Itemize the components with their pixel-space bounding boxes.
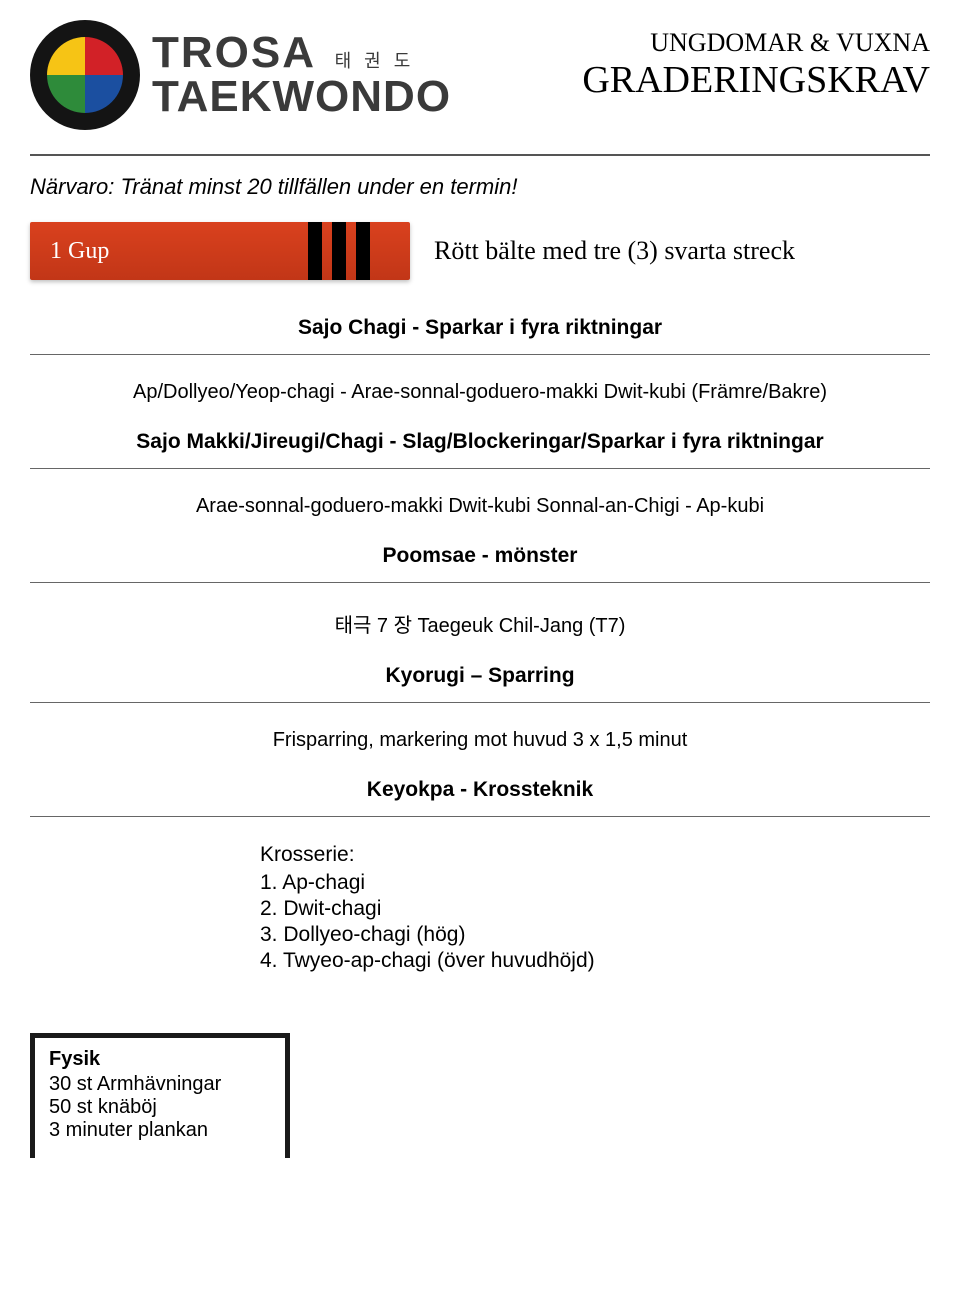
fysik-title: Fysik: [49, 1048, 271, 1071]
logo-circle-icon: [30, 20, 140, 130]
belt-description: Rött bälte med tre (3) svarta streck: [434, 236, 795, 266]
belt-row: 1 Gup Rött bälte med tre (3) svarta stre…: [30, 222, 930, 280]
logo-block: TROSA 태 권 도 TAEKWONDO: [30, 20, 451, 130]
divider: [30, 816, 930, 817]
sajo-chagi-body: Ap/Dollyeo/Yeop-chagi - Arae-sonnal-godu…: [30, 381, 930, 404]
krosserie-item: 4. Twyeo-ap-chagi (över huvudhöjd): [260, 949, 930, 973]
divider: [30, 582, 930, 583]
fysik-line: 50 st knäböj: [49, 1096, 271, 1119]
logo-line2: TAEKWONDO: [152, 75, 451, 119]
header: TROSA 태 권 도 TAEKWONDO UNGDOMAR & VUXNA G…: [30, 20, 930, 130]
keyokpa-title: Keyokpa - Krossteknik: [30, 778, 930, 802]
header-title: GRADERINGSKRAV: [582, 58, 930, 102]
belt-stripe: [332, 222, 346, 280]
fysik-line: 3 minuter plankan: [49, 1119, 271, 1142]
krosserie-label: Krosserie:: [260, 843, 930, 867]
krosserie-item: 3. Dollyeo-chagi (hög): [260, 923, 930, 947]
kyorugi-body: Frisparring, markering mot huvud 3 x 1,5…: [30, 729, 930, 752]
logo-korean: 태 권 도: [335, 51, 415, 71]
fysik-box: Fysik 30 st Armhävningar50 st knäböj3 mi…: [30, 1033, 290, 1158]
header-subtitle: UNGDOMAR & VUXNA: [582, 28, 930, 58]
belt-stripes: [308, 222, 370, 280]
belt-badge: 1 Gup: [30, 222, 410, 280]
gup-label: 1 Gup: [50, 238, 109, 265]
krosserie-item: 1. Ap-chagi: [260, 871, 930, 895]
kyorugi-title: Kyorugi – Sparring: [30, 664, 930, 688]
divider: [30, 354, 930, 355]
sajo-chagi-title: Sajo Chagi - Sparkar i fyra riktningar: [30, 316, 930, 340]
belt-stripe: [308, 222, 322, 280]
krosserie-item: 2. Dwit-chagi: [260, 897, 930, 921]
belt-stripe: [356, 222, 370, 280]
sajo-makki-title: Sajo Makki/Jireugi/Chagi - Slag/Blockeri…: [30, 430, 930, 454]
header-title-block: UNGDOMAR & VUXNA GRADERINGSKRAV: [582, 20, 930, 102]
divider: [30, 702, 930, 703]
krosserie-block: Krosserie: 1. Ap-chagi2. Dwit-chagi3. Do…: [260, 843, 930, 973]
divider: [30, 468, 930, 469]
logo-text: TROSA 태 권 도 TAEKWONDO: [152, 31, 451, 119]
poomsae-title: Poomsae - mönster: [30, 544, 930, 568]
fysik-line: 30 st Armhävningar: [49, 1073, 271, 1096]
attendance-note: Närvaro: Tränat minst 20 tillfällen unde…: [30, 174, 930, 200]
divider: [30, 154, 930, 156]
poomsae-body: 태극 7 장 Taegeuk Chil-Jang (T7): [30, 609, 930, 638]
fysik-lines: 30 st Armhävningar50 st knäböj3 minuter …: [49, 1073, 271, 1142]
sajo-makki-body: Arae-sonnal-goduero-makki Dwit-kubi Sonn…: [30, 495, 930, 518]
krosserie-list: 1. Ap-chagi2. Dwit-chagi3. Dollyeo-chagi…: [260, 871, 930, 973]
logo-line1: TROSA: [152, 28, 314, 77]
